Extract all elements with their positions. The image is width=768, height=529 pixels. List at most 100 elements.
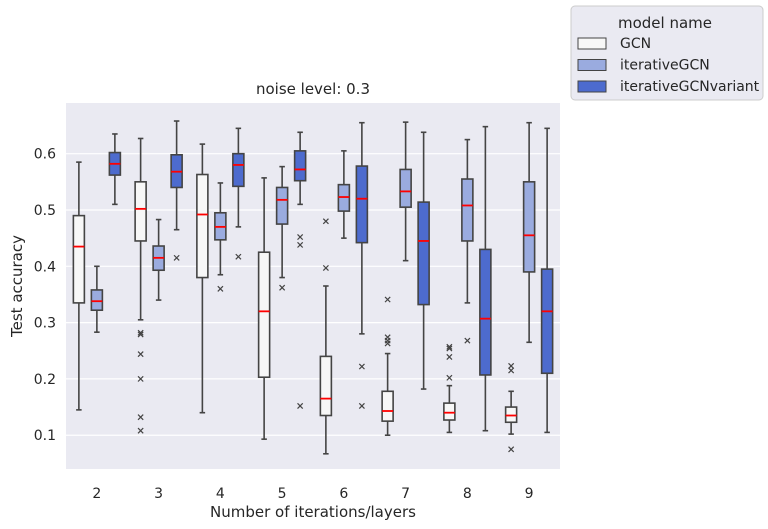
flier-point — [446, 353, 453, 360]
x-axis-label: Number of iterations/layers — [210, 503, 416, 521]
box-body — [522, 181, 536, 273]
flier-point — [297, 241, 304, 248]
box-iterativeGCN-8 — [461, 138, 474, 344]
box-iterativeGCNvariant-5 — [293, 131, 307, 409]
box-GCN-7 — [381, 296, 394, 437]
box-iterativeGCN-4 — [214, 182, 227, 292]
box-GCN-2 — [72, 161, 86, 411]
box-iterativeGCN-3 — [152, 218, 165, 301]
flier-stroke — [446, 374, 453, 381]
plot-area — [66, 103, 560, 469]
x-tick-label: 7 — [401, 486, 410, 502]
box-body — [232, 152, 245, 188]
flier-point — [137, 351, 144, 358]
y-axis-label: Test accuracy — [8, 235, 26, 338]
flier-point — [446, 345, 453, 352]
x-tick-label: 8 — [463, 486, 472, 502]
box-body — [399, 168, 412, 208]
box-GCN-4 — [196, 143, 209, 414]
flier-point — [384, 340, 391, 347]
flier-stroke — [446, 345, 453, 352]
box-iterativeGCNvariant-4 — [232, 127, 245, 260]
flier-point — [464, 337, 471, 344]
box-body — [90, 289, 104, 312]
box-body — [275, 186, 289, 225]
flier-point — [137, 331, 144, 338]
flier-stroke — [508, 367, 515, 374]
y-tick-label: 0.1 — [34, 428, 56, 444]
flier-stroke — [297, 402, 304, 409]
y-tick-labels: 0.1 0.2 0.3 0.4 0.5 0.6 — [34, 147, 56, 445]
flier-point — [446, 374, 453, 381]
box-body — [381, 390, 394, 422]
box-GCN-6 — [319, 218, 333, 455]
box-body — [461, 178, 474, 242]
flier-stroke — [358, 363, 365, 370]
box-GCN-8 — [443, 343, 456, 434]
box-iterativeGCNvariant-2 — [108, 133, 122, 206]
flier-point — [137, 414, 144, 421]
box-iterativeGCN-9 — [522, 121, 536, 344]
grid-lines — [66, 153, 560, 436]
box-body — [72, 214, 86, 304]
box-iterativeGCNvariant-7 — [417, 131, 430, 390]
flier-point — [322, 218, 329, 225]
flier-point — [297, 233, 304, 241]
legend-frame — [570, 5, 764, 101]
flier-stroke — [137, 375, 144, 382]
flier-stroke — [446, 353, 453, 360]
flier-point — [137, 427, 144, 434]
legend-swatch — [577, 59, 607, 71]
box-iterativeGCN-6 — [337, 150, 351, 239]
x-tick-label: 3 — [154, 486, 163, 502]
box-body — [355, 165, 369, 244]
x-tick-label: 9 — [525, 486, 534, 502]
chart-title: noise level: 0.3 — [256, 80, 370, 98]
box-iterativeGCNvariant-9 — [540, 127, 554, 434]
flier-point — [508, 367, 515, 374]
flier-stroke — [508, 446, 515, 453]
box-body — [417, 201, 430, 306]
flier-point — [322, 264, 329, 272]
box-iterativeGCNvariant-3 — [170, 120, 183, 261]
x-tick-label: 2 — [92, 486, 101, 502]
flier-stroke — [508, 362, 515, 369]
flier-stroke — [446, 343, 453, 350]
flier-stroke — [384, 340, 391, 347]
flier-point — [137, 329, 144, 336]
flier-stroke — [137, 331, 144, 338]
y-tick-label: 0.3 — [34, 316, 56, 332]
box-body — [479, 248, 492, 376]
flier-stroke — [137, 351, 144, 358]
flier-stroke — [217, 285, 224, 292]
legend: model name GCN iterativeGCN iterativeGCNvar… — [570, 5, 764, 101]
flier-stroke — [384, 296, 391, 303]
legend-title: model name — [618, 14, 712, 32]
flier-stroke — [322, 264, 329, 272]
flier-stroke — [173, 254, 180, 261]
flier-point — [358, 402, 365, 409]
box-body — [134, 181, 147, 242]
box-body — [443, 402, 456, 421]
flier-stroke — [137, 414, 144, 421]
box-GCN-5 — [257, 177, 271, 440]
box-GCN-3 — [134, 137, 147, 434]
y-tick-label: 0.2 — [34, 372, 56, 388]
box-iterativeGCN-7 — [399, 121, 412, 262]
y-tick-label: 0.5 — [34, 203, 56, 219]
flier-stroke — [137, 427, 144, 434]
legend-entry: GCN — [620, 36, 651, 52]
legend-swatch — [577, 80, 607, 93]
legend-entry: iterativeGCNvariant — [620, 79, 760, 95]
flier-stroke — [358, 402, 365, 409]
flier-point — [173, 254, 180, 261]
flier-point — [137, 375, 144, 382]
flier-stroke — [279, 284, 286, 291]
x-tick-label: 6 — [339, 486, 348, 502]
x-tick-labels: 2 3 4 5 6 7 8 9 — [92, 486, 533, 502]
box-body — [540, 268, 554, 375]
flier-stroke — [235, 253, 242, 260]
flier-stroke — [137, 329, 144, 336]
flier-stroke — [322, 218, 329, 225]
